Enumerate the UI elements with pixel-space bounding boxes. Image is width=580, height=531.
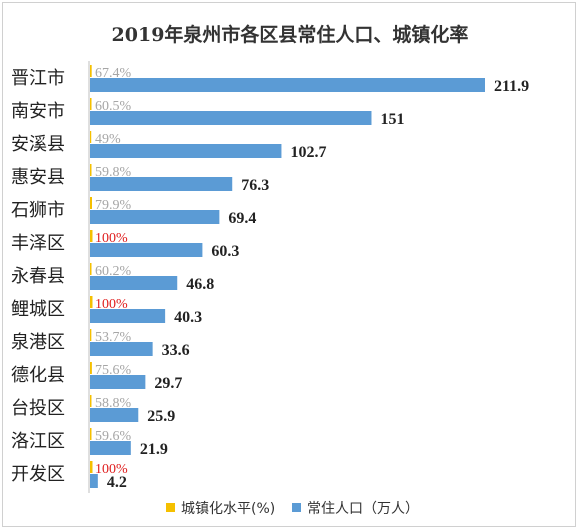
- chart-frame: 2019年泉州市各区县常住人口、城镇化率 晋江市 67.4% 211.9 南安市 60.…: [2, 2, 576, 527]
- urbanization-bar: [90, 197, 92, 209]
- urbanization-value-label: 100%: [95, 231, 128, 246]
- category-label: 开发区: [11, 464, 65, 485]
- population-value-label: 211.9: [494, 78, 529, 95]
- urbanization-value-label: 53.7%: [95, 330, 132, 345]
- urbanization-value-label: 58.8%: [95, 396, 132, 411]
- urbanization-value-label: 75.6%: [95, 363, 132, 378]
- population-bar: [90, 375, 146, 389]
- legend-label-population: 常住人口（万人）: [307, 501, 419, 517]
- category-label: 永春县: [11, 266, 65, 287]
- population-value-label: 40.3: [174, 309, 202, 326]
- urbanization-value-label: 67.4%: [95, 66, 132, 81]
- population-bar: [90, 111, 372, 125]
- legend-swatch-population: [292, 503, 301, 512]
- urbanization-value-label: 60.5%: [95, 99, 132, 114]
- category-label: 洛江区: [11, 431, 65, 452]
- urbanization-bar: [90, 329, 92, 341]
- urbanization-value-label: 59.8%: [95, 165, 132, 180]
- category-label: 南安市: [11, 101, 65, 122]
- urbanization-value-label: 60.2%: [95, 264, 132, 279]
- urbanization-bar: [90, 230, 93, 242]
- population-value-label: 33.6: [162, 342, 190, 359]
- population-bar: [90, 408, 139, 422]
- urbanization-value-label: 59.6%: [95, 429, 132, 444]
- category-label: 晋江市: [11, 68, 65, 89]
- population-value-label: 29.7: [154, 375, 182, 392]
- chart-rows: 晋江市 67.4% 211.9 南安市 60.5% 151 安溪县 49% 102.7 惠安县 59…: [11, 65, 529, 491]
- category-label: 石狮市: [11, 200, 65, 221]
- category-label: 丰泽区: [11, 233, 65, 254]
- population-bar: [90, 342, 153, 356]
- legend: 城镇化水平(%) 常住人口（万人）: [166, 501, 419, 517]
- population-bar: [90, 177, 233, 191]
- urbanization-value-label: 100%: [95, 297, 128, 312]
- population-bar: [90, 144, 282, 158]
- urbanization-bar: [90, 263, 92, 275]
- population-bar: [90, 210, 220, 224]
- population-bar: [90, 78, 485, 92]
- population-bar: [90, 276, 178, 290]
- category-label: 泉港区: [11, 332, 65, 353]
- population-value-label: 60.3: [211, 243, 239, 260]
- population-value-label: 21.9: [140, 441, 168, 458]
- population-value-label: 4.2: [107, 474, 127, 491]
- urbanization-bar: [90, 461, 93, 473]
- population-value-label: 151: [380, 111, 404, 128]
- legend-swatch-urbanization: [166, 503, 175, 512]
- population-bar: [90, 474, 98, 488]
- population-value-label: 76.3: [241, 177, 269, 194]
- chart-title: 2019年泉州市各区县常住人口、城镇化率: [112, 23, 469, 46]
- population-value-label: 25.9: [147, 408, 175, 425]
- urbanization-value-label: 79.9%: [95, 198, 132, 213]
- urbanization-bar: [90, 65, 92, 77]
- population-bar: [90, 243, 203, 257]
- population-bar: [90, 309, 166, 323]
- population-value-label: 46.8: [186, 276, 214, 293]
- urbanization-bar: [90, 428, 92, 440]
- urbanization-value-label: 49%: [95, 132, 121, 147]
- category-label: 安溪县: [11, 134, 65, 155]
- urbanization-bar: [90, 296, 93, 308]
- category-label: 台投区: [11, 398, 65, 419]
- legend-label-urbanization: 城镇化水平(%): [181, 501, 275, 517]
- urbanization-bar: [90, 131, 92, 143]
- urbanization-bar: [90, 98, 92, 110]
- chart-svg: 2019年泉州市各区县常住人口、城镇化率 晋江市 67.4% 211.9 南安市 60.…: [11, 23, 529, 517]
- category-label: 鲤城区: [11, 299, 65, 320]
- urbanization-bar: [90, 164, 92, 176]
- urbanization-value-label: 100%: [95, 462, 128, 477]
- urbanization-bar: [90, 395, 92, 407]
- category-label: 德化县: [11, 365, 65, 386]
- population-value-label: 69.4: [228, 210, 256, 227]
- population-bar: [90, 441, 131, 455]
- population-value-label: 102.7: [290, 144, 326, 161]
- category-label: 惠安县: [11, 167, 65, 188]
- urbanization-bar: [90, 362, 92, 374]
